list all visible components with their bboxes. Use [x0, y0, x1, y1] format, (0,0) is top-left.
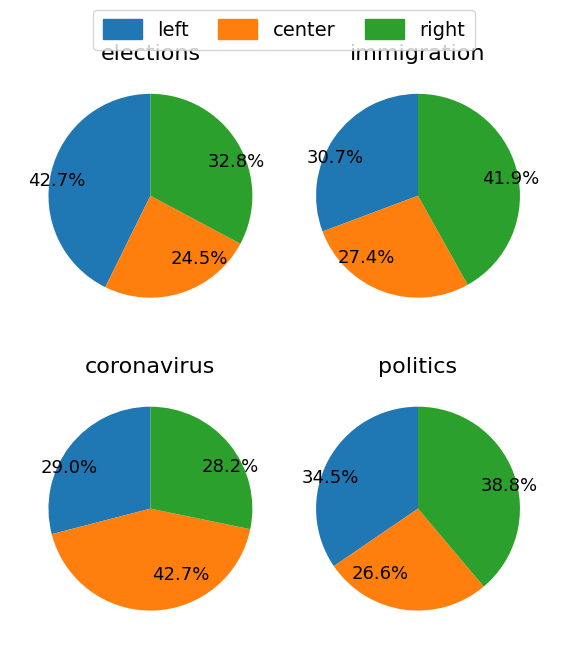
Title: coronavirus: coronavirus [85, 357, 216, 377]
Text: 41.9%: 41.9% [482, 170, 540, 188]
Text: 29.0%: 29.0% [41, 459, 98, 477]
Wedge shape [48, 407, 151, 534]
Wedge shape [316, 407, 418, 566]
Wedge shape [418, 94, 520, 284]
Wedge shape [105, 196, 240, 298]
Title: immigration: immigration [350, 44, 486, 64]
Text: 42.7%: 42.7% [152, 566, 210, 584]
Text: 26.6%: 26.6% [352, 565, 409, 583]
Legend: left, center, right: left, center, right [93, 10, 475, 50]
Text: 38.8%: 38.8% [481, 477, 537, 495]
Title: elections: elections [101, 44, 201, 64]
Text: 32.8%: 32.8% [207, 152, 265, 171]
Text: 42.7%: 42.7% [28, 172, 86, 190]
Text: 24.5%: 24.5% [171, 250, 228, 268]
Text: 34.5%: 34.5% [302, 469, 360, 487]
Wedge shape [151, 94, 252, 244]
Wedge shape [316, 94, 418, 232]
Wedge shape [52, 509, 250, 611]
Text: 28.2%: 28.2% [202, 458, 259, 475]
Wedge shape [334, 509, 484, 611]
Wedge shape [418, 407, 520, 587]
Wedge shape [151, 407, 252, 529]
Wedge shape [48, 94, 151, 287]
Title: politics: politics [378, 357, 458, 377]
Wedge shape [323, 196, 467, 298]
Text: 30.7%: 30.7% [307, 149, 364, 167]
Text: 27.4%: 27.4% [338, 249, 395, 267]
